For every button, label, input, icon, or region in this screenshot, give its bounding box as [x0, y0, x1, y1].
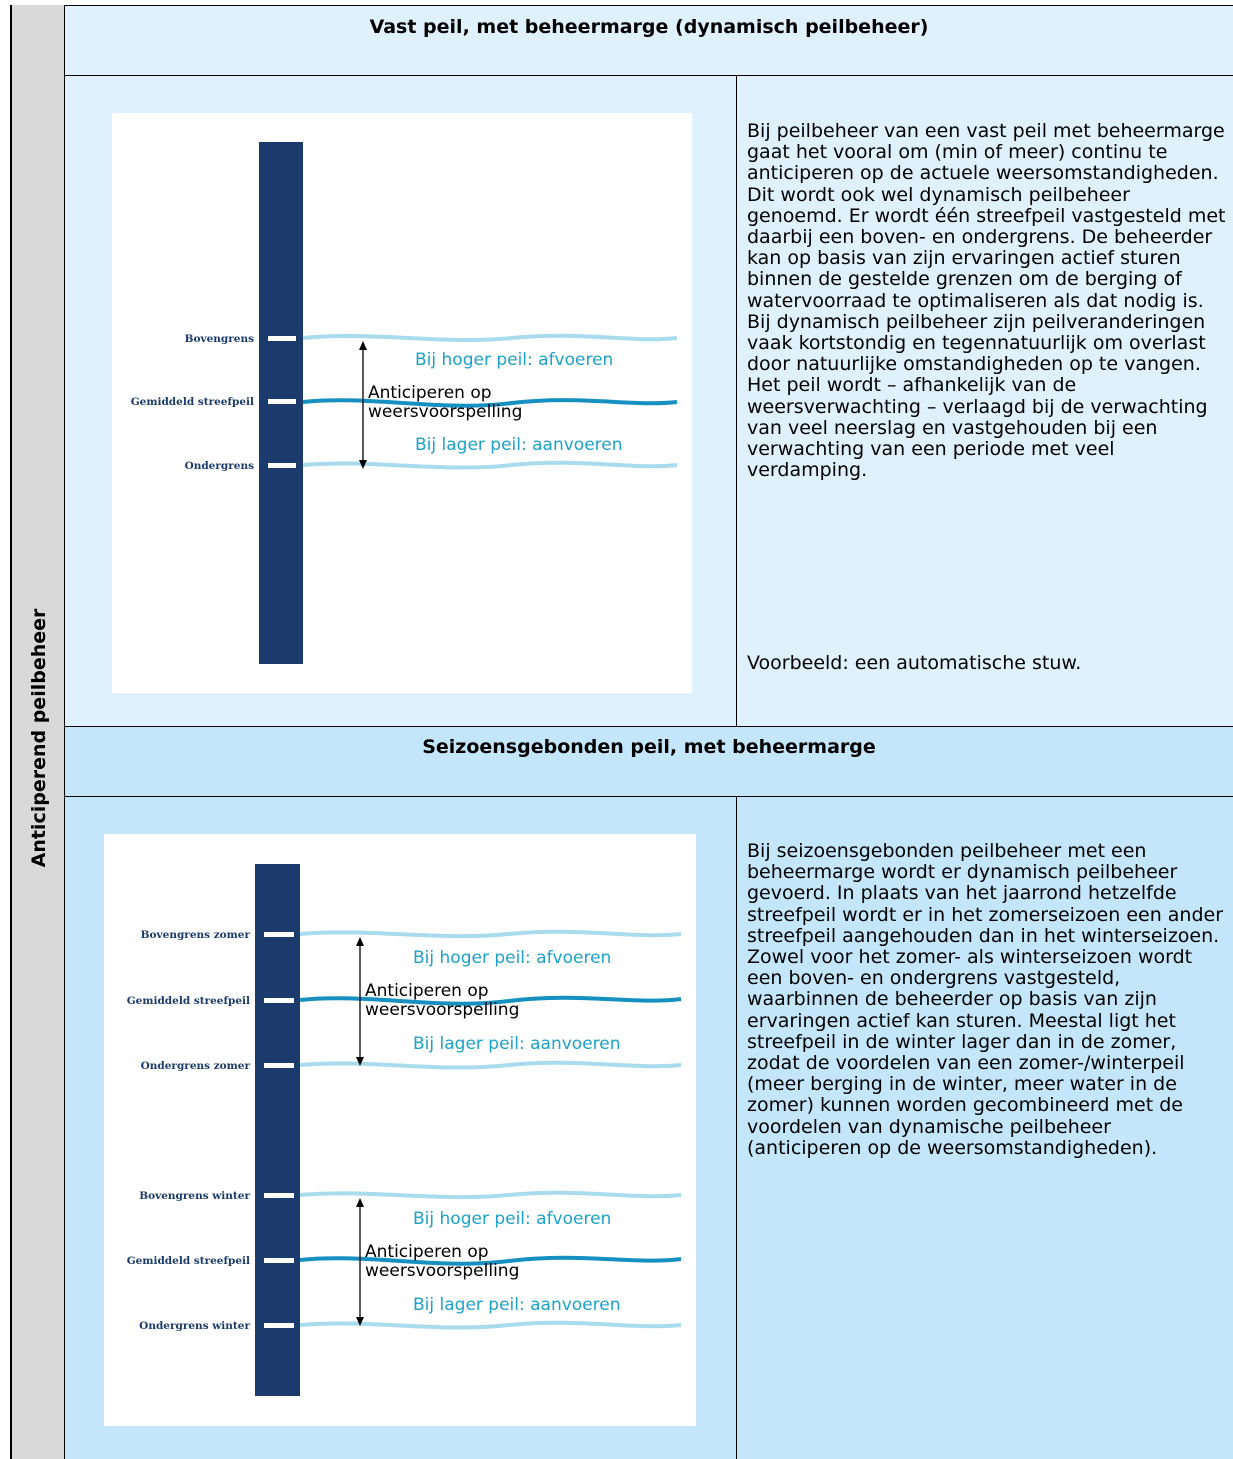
summer-anticipate-line2: weersvoorspelling — [365, 1000, 519, 1020]
summer-upper-action: Bij hoger peil: afvoeren — [413, 948, 611, 968]
wave-upper — [302, 333, 678, 343]
tick-upper — [268, 336, 296, 341]
level-label-lower: Ondergrens — [185, 460, 255, 472]
tick-winter-lower — [264, 1323, 294, 1328]
winter-anticipate-line1: Anticiperen op — [365, 1242, 489, 1262]
gauge-pole — [255, 864, 300, 1396]
tick-lower — [268, 463, 296, 468]
tick-winter-mid — [264, 1258, 294, 1263]
section2-paragraph: Bij seizoensgebonden peilbeheer met een … — [747, 840, 1224, 1159]
level-label-upper: Bovengrens — [185, 333, 254, 345]
anticipate-line2: weersvoorspelling — [368, 402, 522, 422]
section2-figure-cell: Bovengrens zomer Gemiddeld streefpeil On… — [65, 797, 737, 1459]
document-page: Anticiperend peilbeheer Vast peil, met b… — [10, 5, 1233, 1459]
section1-paragraph: Bij peilbeheer van een vast peil met beh… — [747, 120, 1226, 482]
tick-winter-upper — [264, 1193, 294, 1198]
section2-title: Seizoensgebonden peil, met beheermarge — [65, 726, 1233, 797]
section2-text-cell: Bij seizoensgebonden peilbeheer met een … — [737, 797, 1233, 1459]
summer-mid-label: Gemiddeld streefpeil — [127, 995, 250, 1007]
anticipate-line1: Anticiperen op — [368, 383, 492, 403]
tick-summer-mid — [264, 998, 294, 1003]
section1-title: Vast peil, met beheermarge (dynamisch pe… — [65, 5, 1233, 76]
winter-upper-action: Bij hoger peil: afvoeren — [413, 1209, 611, 1229]
upper-action-text: Bij hoger peil: afvoeren — [415, 350, 613, 370]
winter-lower-action: Bij lager peil: aanvoeren — [413, 1295, 621, 1315]
section2-diagram: Bovengrens zomer Gemiddeld streefpeil On… — [104, 834, 696, 1426]
summer-lower-action: Bij lager peil: aanvoeren — [413, 1034, 621, 1054]
winter-anticipate-line2: weersvoorspelling — [365, 1261, 519, 1281]
level-label-mid: Gemiddeld streefpeil — [131, 396, 254, 408]
wave-winter-mid — [299, 1255, 682, 1266]
section1-diagram: Bovengrens Gemiddeld streefpeil Ondergre… — [112, 113, 692, 693]
summer-anticipate-line1: Anticiperen op — [365, 981, 489, 1001]
tick-summer-lower — [264, 1063, 294, 1068]
summer-lower-label: Ondergrens zomer — [141, 1060, 251, 1072]
winter-upper-label: Bovengrens winter — [139, 1190, 250, 1202]
winter-mid-label: Gemiddeld streefpeil — [127, 1255, 250, 1267]
side-label: Anticiperend peilbeheer — [28, 608, 50, 868]
section1-figure-cell: Bovengrens Gemiddeld streefpeil Ondergre… — [65, 76, 737, 726]
tick-summer-upper — [264, 932, 294, 937]
summer-upper-label: Bovengrens zomer — [141, 929, 251, 941]
wave-summer-upper — [299, 929, 682, 939]
section1-example: Voorbeeld: een automatische stuw. — [747, 652, 1082, 674]
wave-winter-upper — [299, 1190, 682, 1200]
tick-mid — [268, 399, 296, 404]
lower-action-text: Bij lager peil: aanvoeren — [415, 435, 623, 455]
winter-lower-label: Ondergrens winter — [139, 1320, 250, 1332]
side-column: Anticiperend peilbeheer — [10, 5, 65, 1459]
wave-winter-lower — [299, 1320, 682, 1330]
wave-summer-mid — [299, 995, 682, 1006]
section1-text-cell: Bij peilbeheer van een vast peil met beh… — [737, 76, 1233, 726]
wave-summer-lower — [299, 1060, 682, 1070]
